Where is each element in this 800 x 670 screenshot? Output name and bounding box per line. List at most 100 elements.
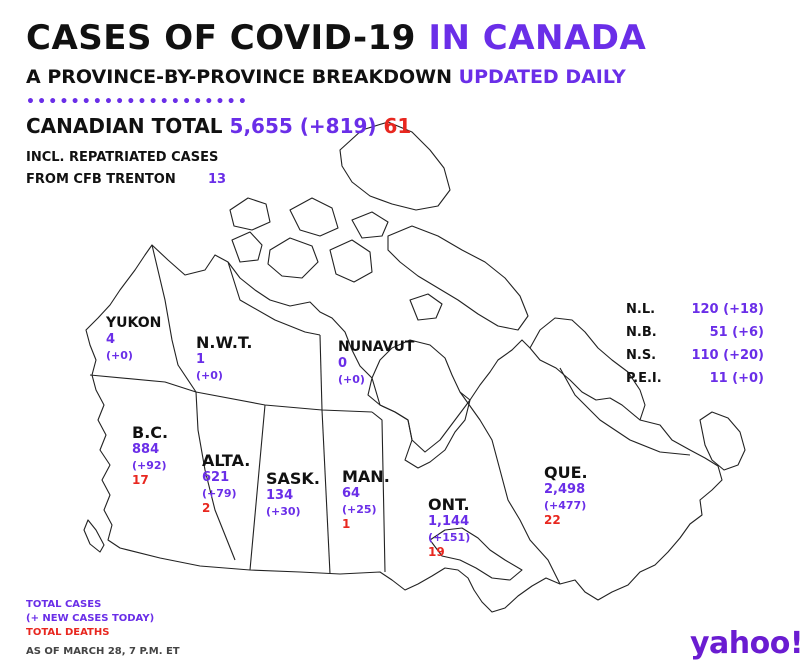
border-nwt-nunavut — [227, 261, 321, 336]
atlantic-row-pei: P.E.I. 11 (+0) — [626, 371, 764, 389]
province-deaths: 19 — [428, 545, 445, 559]
trenton-label: FROM CFB TRENTON — [26, 172, 176, 187]
province-new-cases: (+0) — [196, 369, 223, 382]
province-ontario: ONT. 1,144 (+151) 19 — [428, 496, 470, 560]
arctic-island-1 — [231, 231, 263, 263]
border-60th-parallel — [195, 391, 373, 413]
border-quebec-labrador — [559, 367, 691, 456]
province-new-cases: (+30) — [266, 505, 301, 518]
province-deaths: 17 — [132, 473, 149, 487]
atlantic-row-ns: N.S. 110 (+20) — [626, 348, 764, 366]
province-cases: 1 — [196, 352, 206, 367]
province-quebec: QUE. 2,498 (+477) 22 — [544, 464, 588, 528]
atlantic-name: N.L. — [626, 302, 656, 317]
atlantic-name: P.E.I. — [626, 371, 662, 386]
arctic-island-3 — [229, 197, 271, 231]
border-ontario-quebec — [459, 391, 561, 585]
trenton-row: FROM CFB TRENTON 13 — [26, 172, 226, 187]
labrador-coast — [529, 317, 646, 421]
atlantic-row-nl: N.L. 120 (+18) — [626, 302, 764, 320]
province-saskatchewan: SASK. 134 (+30) — [266, 470, 320, 519]
province-new-cases: (+0) — [338, 373, 365, 386]
border-sask-manitoba — [321, 409, 331, 575]
atlantic-name: N.S. — [626, 348, 657, 363]
page-subtitle: A PROVINCE-BY-PROVINCE BREAKDOWN UPDATED… — [26, 66, 626, 88]
province-new-cases: (+477) — [544, 499, 587, 512]
dotted-divider: •••••••••••••••••••• — [26, 94, 249, 110]
border-yukon-bc — [89, 374, 197, 393]
vancouver-island — [83, 519, 105, 553]
hudson-bay — [371, 339, 471, 453]
province-deaths: 2 — [202, 501, 211, 515]
subtitle-main: A PROVINCE-BY-PROVINCE BREAKDOWN — [26, 66, 453, 88]
southampton-island — [409, 293, 443, 321]
atlantic-name: N.B. — [626, 325, 657, 340]
title-main: CASES OF COVID-19 — [26, 18, 416, 58]
mainland-outline — [85, 244, 723, 613]
brand-logo: yahoo! — [690, 626, 800, 661]
arctic-island-6 — [351, 211, 389, 239]
province-cases: 134 — [266, 488, 294, 503]
province-name: N.W.T. — [196, 333, 253, 352]
province-bc: B.C. 884 (+92) 17 — [132, 424, 168, 488]
province-name: YUKON — [106, 315, 162, 331]
atlantic-row-nb: N.B. 51 (+6) — [626, 325, 764, 343]
province-name: SASK. — [266, 469, 320, 488]
legend-total-cases: TOTAL CASES — [26, 599, 102, 610]
province-cases: 1,144 — [428, 514, 470, 529]
canadian-total: CANADIAN TOTAL 5,655 (+819) 61 — [26, 114, 411, 138]
province-nunavut: NUNAVUT 0 (+0) — [338, 338, 414, 387]
province-name: MAN. — [342, 467, 390, 486]
border-yukon-nwt — [151, 244, 197, 393]
atlantic-value: 120 (+18) — [691, 302, 764, 317]
total-label: CANADIAN TOTAL — [26, 114, 223, 138]
newfoundland — [699, 411, 746, 471]
total-cases: 5,655 (+819) — [229, 114, 377, 138]
province-new-cases: (+0) — [106, 349, 133, 362]
legend: TOTAL CASES (+ NEW CASES TODAY) TOTAL DE… — [26, 598, 154, 640]
great-lakes — [429, 527, 523, 581]
province-new-cases: (+79) — [202, 487, 237, 500]
atlantic-value: 110 (+20) — [691, 348, 764, 363]
province-cases: 2,498 — [544, 482, 586, 497]
page-title: CASES OF COVID-19 IN CANADA — [26, 18, 646, 58]
province-cases: 884 — [132, 442, 160, 457]
ellesmere-island — [339, 121, 451, 211]
atlantic-value: 11 (+0) — [709, 371, 764, 386]
province-cases: 4 — [106, 332, 116, 347]
province-name: NUNAVUT — [338, 339, 415, 355]
province-cases: 0 — [338, 356, 348, 371]
province-nwt: N.W.T. 1 (+0) — [196, 334, 252, 383]
title-accent: IN CANADA — [428, 18, 647, 58]
province-new-cases: (+151) — [428, 531, 471, 544]
province-yukon: YUKON 4 (+0) — [106, 314, 161, 363]
province-deaths: 1 — [342, 517, 351, 531]
arctic-island-5 — [329, 239, 373, 283]
province-alberta: ALTA. 621 (+79) 2 — [202, 452, 250, 516]
legend-new-cases: (+ NEW CASES TODAY) — [26, 613, 155, 624]
province-new-cases: (+25) — [342, 503, 377, 516]
province-name: ALTA. — [202, 451, 251, 470]
province-deaths: 22 — [544, 513, 561, 527]
province-new-cases: (+92) — [132, 459, 167, 472]
province-name: B.C. — [132, 423, 169, 442]
arctic-island-2 — [267, 237, 319, 279]
province-name: ONT. — [428, 495, 470, 514]
border-alberta-sask — [249, 404, 266, 571]
province-cases: 64 — [342, 486, 361, 501]
arctic-island-4 — [289, 197, 339, 237]
legend-total-deaths: TOTAL DEATHS — [26, 627, 110, 638]
total-deaths: 61 — [383, 114, 412, 138]
as-of-date: AS OF MARCH 28, 7 P.M. ET — [26, 646, 180, 657]
border-nunavut-west — [319, 334, 323, 411]
trenton-value: 13 — [208, 172, 227, 187]
province-name: QUE. — [544, 463, 588, 482]
atlantic-value: 51 (+6) — [709, 325, 764, 340]
border-bc-alberta — [195, 391, 236, 561]
province-cases: 621 — [202, 470, 230, 485]
subtitle-accent: UPDATED DAILY — [458, 66, 626, 88]
border-manitoba-ontario — [371, 411, 386, 573]
repatriated-label: INCL. REPATRIATED CASES — [26, 150, 219, 165]
province-manitoba: MAN. 64 (+25) 1 — [342, 468, 390, 532]
